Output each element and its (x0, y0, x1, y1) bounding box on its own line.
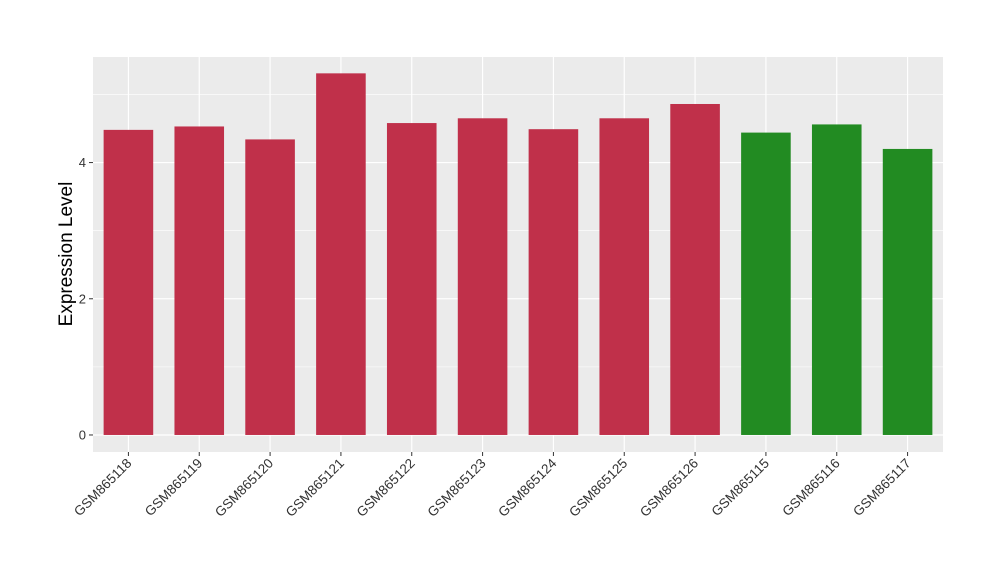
y-axis-label: Expression Level (56, 182, 77, 327)
x-tick-label: GSM865123 (424, 456, 488, 520)
bar-gsm865120 (245, 139, 295, 435)
bar-gsm865123 (457, 118, 508, 435)
plot-panel (93, 57, 943, 452)
x-axis: GSM865118 GSM865119 GSM865120 GSM865121 GSM8… (71, 452, 914, 520)
bar-gsm865115 (741, 132, 791, 435)
x-tick-label: GSM865125 (566, 456, 630, 520)
bar-gsm865124 (528, 129, 579, 435)
x-tick-label: GSM865116 (779, 456, 843, 520)
grid-minor-lines (93, 94, 943, 368)
x-tick-label: GSM865115 (709, 456, 773, 520)
bar-gsm865126 (670, 103, 720, 435)
y-tick-label: 2 (79, 291, 86, 306)
bar-gsm865118 (103, 129, 154, 435)
bars-group (103, 73, 933, 435)
x-tick-label: GSM865118 (71, 456, 135, 520)
y-tick-label: 4 (79, 155, 86, 170)
x-tick-label: GSM865117 (850, 456, 914, 520)
bar-gsm865125 (599, 118, 650, 435)
y-axis: 0 2 4 (79, 155, 93, 442)
bar-gsm865116 (811, 124, 862, 435)
x-tick-label: GSM865124 (495, 455, 560, 520)
x-tick-label: GSM865121 (283, 456, 347, 520)
bar-gsm865121 (316, 73, 366, 435)
bar-gsm865122 (386, 123, 437, 435)
x-tick-label: GSM865120 (212, 456, 276, 520)
y-tick-label: 0 (79, 427, 86, 442)
x-tick-label: GSM865126 (637, 456, 701, 520)
bar-gsm865117 (882, 148, 933, 435)
x-tick-label: GSM865122 (354, 456, 418, 520)
x-tick-label: GSM865119 (142, 456, 206, 520)
bar-gsm865119 (174, 126, 225, 435)
